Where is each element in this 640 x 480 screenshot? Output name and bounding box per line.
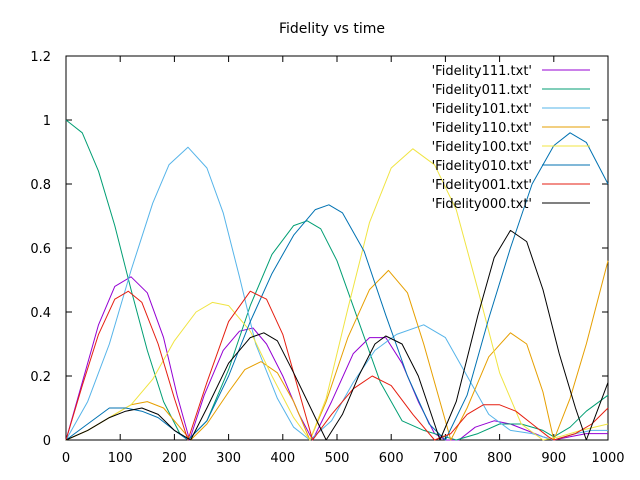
y-tick-label: 0.8 (30, 178, 51, 193)
legend-label: 'Fidelity000.txt' (432, 197, 532, 212)
x-tick-label: 600 (379, 451, 404, 466)
legend: 'Fidelity111.txt' 'Fidelity011.txt' 'Fidel… (432, 64, 590, 212)
x-tick-label: 800 (487, 451, 512, 466)
x-tick-label: 100 (108, 451, 133, 466)
legend-label: 'Fidelity111.txt' (432, 64, 532, 79)
y-tick-label: 0.2 (30, 370, 51, 385)
x-tick-label: 700 (433, 451, 458, 466)
y-tick-label: 0 (43, 434, 51, 449)
y-tick-label: 0.4 (30, 306, 51, 321)
plot-axes: 0 100 200 300 400 500 600 700 800 900 1000 0 0.2 0.4 0… (30, 50, 624, 466)
y-tick-label: 0.6 (30, 242, 51, 257)
series-line-7 (65, 229, 609, 441)
x-tick-label: 900 (541, 451, 566, 466)
series-line-2 (65, 146, 608, 441)
series-layer (65, 119, 609, 441)
legend-label: 'Fidelity001.txt' (432, 178, 532, 193)
legend-label: 'Fidelity010.txt' (432, 159, 532, 174)
series-line-6 (65, 290, 609, 441)
legend-label: 'Fidelity110.txt' (432, 121, 532, 136)
legend-label: 'Fidelity100.txt' (432, 140, 532, 155)
legend-label: 'Fidelity101.txt' (432, 102, 532, 117)
series-line-4 (65, 148, 609, 441)
x-tick-label: 200 (162, 451, 187, 466)
series-line-0 (65, 276, 608, 441)
x-tick-label: 500 (325, 451, 350, 466)
x-tick-label: 0 (62, 451, 70, 466)
chart-title: Fidelity vs time (279, 21, 385, 37)
x-tick-label: 1000 (591, 451, 624, 466)
x-tick-label: 300 (216, 451, 241, 466)
series-line-3 (65, 260, 609, 441)
legend-label: 'Fidelity011.txt' (432, 83, 532, 98)
x-tick-label: 400 (270, 451, 295, 466)
y-tick-label: 1.2 (30, 50, 51, 65)
series-line-5 (65, 132, 609, 441)
y-tick-label: 1 (43, 114, 51, 129)
